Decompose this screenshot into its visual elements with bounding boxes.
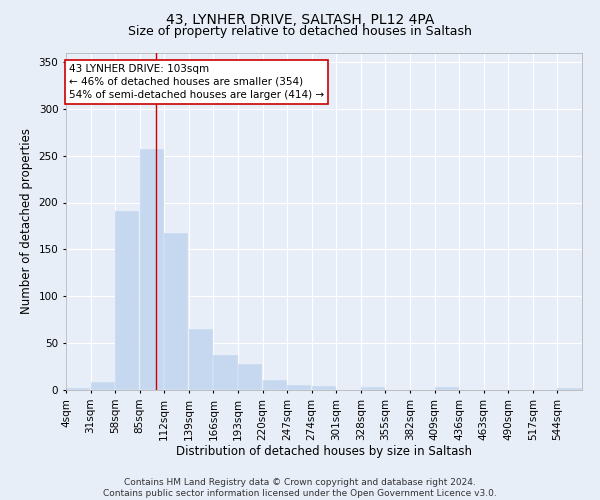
Bar bbox=[287, 386, 311, 390]
Bar bbox=[557, 388, 581, 390]
Bar bbox=[164, 234, 188, 390]
Bar bbox=[115, 211, 139, 390]
Bar bbox=[312, 386, 336, 390]
Bar bbox=[189, 329, 213, 390]
Bar bbox=[214, 356, 238, 390]
Text: 43 LYNHER DRIVE: 103sqm
← 46% of detached houses are smaller (354)
54% of semi-d: 43 LYNHER DRIVE: 103sqm ← 46% of detache… bbox=[69, 64, 324, 100]
Bar bbox=[140, 149, 164, 390]
Bar bbox=[91, 382, 115, 390]
Bar bbox=[66, 388, 90, 390]
Bar bbox=[263, 380, 287, 390]
Text: 43, LYNHER DRIVE, SALTASH, PL12 4PA: 43, LYNHER DRIVE, SALTASH, PL12 4PA bbox=[166, 12, 434, 26]
Text: Size of property relative to detached houses in Saltash: Size of property relative to detached ho… bbox=[128, 25, 472, 38]
Bar bbox=[434, 387, 458, 390]
Bar bbox=[238, 364, 262, 390]
Y-axis label: Number of detached properties: Number of detached properties bbox=[20, 128, 33, 314]
X-axis label: Distribution of detached houses by size in Saltash: Distribution of detached houses by size … bbox=[176, 446, 472, 458]
Bar bbox=[361, 387, 385, 390]
Text: Contains HM Land Registry data © Crown copyright and database right 2024.
Contai: Contains HM Land Registry data © Crown c… bbox=[103, 478, 497, 498]
